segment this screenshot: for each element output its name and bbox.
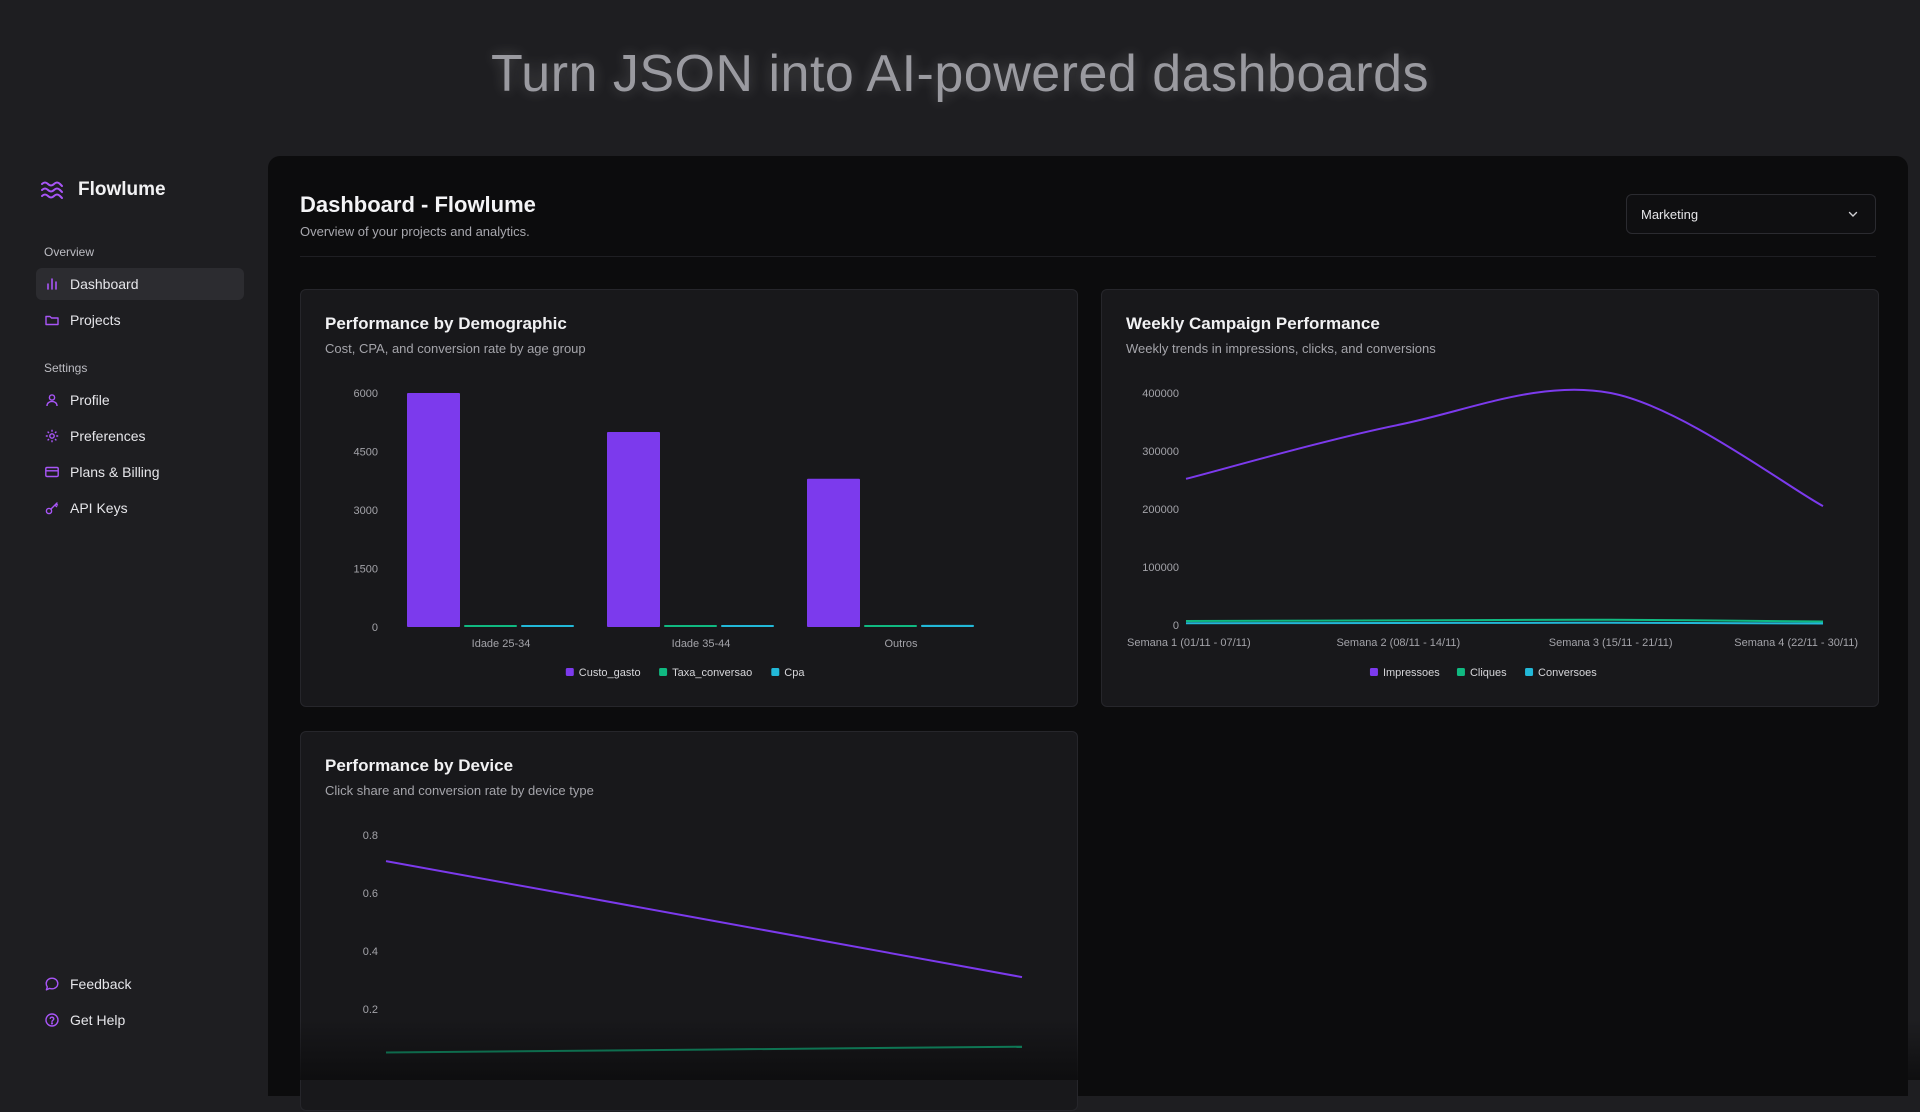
y-tick-label: 0 bbox=[1173, 620, 1179, 632]
page-title: Dashboard - Flowlume bbox=[300, 192, 536, 217]
x-tick-label: Semana 3 (15/11 - 21/11) bbox=[1549, 637, 1673, 649]
y-tick-label: 400000 bbox=[1142, 388, 1179, 400]
card-title: Performance by Demographic bbox=[325, 314, 567, 333]
series-line bbox=[1185, 621, 1824, 625]
category-select[interactable]: Marketing bbox=[1626, 194, 1876, 234]
y-tick-label: 200000 bbox=[1142, 504, 1179, 516]
card-subtitle: Cost, CPA, and conversion rate by age gr… bbox=[325, 341, 586, 356]
weekly-line-chart: 0 100000 200000 300000 400000 Semana 1 (01/11… bbox=[1127, 388, 1858, 679]
bar bbox=[807, 478, 860, 627]
y-tick-label: 0 bbox=[372, 622, 378, 634]
sidebar-item-label: Plans & Billing bbox=[70, 464, 160, 480]
series-line bbox=[385, 860, 1023, 979]
demographic-bar-chart: 0 1500 3000 4500 6000 Idade 25-34 Idade 35-44 O… bbox=[354, 388, 974, 679]
brand-name: Flowlume bbox=[78, 179, 166, 200]
waves-logo-icon bbox=[40, 178, 64, 202]
hero-banner: Turn JSON into AI-powered dashboards bbox=[0, 0, 1920, 150]
card-subtitle: Click share and conversion rate by devic… bbox=[325, 783, 594, 798]
bar bbox=[607, 432, 660, 627]
x-tick-label: Idade 35-44 bbox=[672, 638, 731, 650]
page-header: Dashboard - Flowlume Overview of your pr… bbox=[300, 192, 536, 239]
help-icon bbox=[44, 1012, 60, 1028]
y-tick-label: 1500 bbox=[354, 564, 378, 576]
brand[interactable]: Flowlume bbox=[40, 178, 166, 202]
nav-section-overview: Overview bbox=[44, 245, 95, 259]
user-icon bbox=[44, 392, 60, 408]
sidebar-item-plans-billing[interactable]: Plans & Billing bbox=[36, 456, 244, 488]
card-subtitle: Weekly trends in impressions, clicks, an… bbox=[1126, 341, 1436, 356]
message-icon bbox=[44, 976, 60, 992]
sidebar-item-label: Get Help bbox=[70, 1012, 126, 1028]
page-subtitle: Overview of your projects and analytics. bbox=[300, 224, 530, 239]
bar bbox=[521, 625, 574, 627]
sidebar-item-label: API Keys bbox=[70, 500, 128, 516]
legend-label: Custo_gasto bbox=[579, 667, 641, 679]
sidebar-item-feedback[interactable]: Feedback bbox=[36, 968, 244, 1000]
x-tick-label: Semana 4 (22/11 - 30/11) bbox=[1734, 637, 1858, 649]
sidebar-item-label: Profile bbox=[70, 392, 110, 408]
y-tick-label: 3000 bbox=[354, 505, 378, 517]
chart-card-weekly: Weekly Campaign Performance Weekly trend… bbox=[1101, 289, 1879, 707]
x-tick-label: Semana 1 (01/11 - 07/11) bbox=[1127, 637, 1251, 649]
sidebar-item-label: Preferences bbox=[70, 428, 146, 444]
legend-swatch bbox=[1456, 668, 1465, 676]
series-line bbox=[1185, 388, 1824, 507]
sidebar-item-label: Dashboard bbox=[70, 276, 139, 292]
bar bbox=[464, 625, 517, 627]
sidebar-item-label: Projects bbox=[70, 312, 121, 328]
sidebar-item-label: Feedback bbox=[70, 976, 132, 992]
legend-label: Cpa bbox=[784, 667, 805, 679]
card-title: Weekly Campaign Performance bbox=[1126, 314, 1380, 333]
card-title: Performance by Device bbox=[325, 756, 514, 775]
sidebar-item-get-help[interactable]: Get Help bbox=[36, 1004, 244, 1036]
chart-card-demographic: Performance by Demographic Cost, CPA, an… bbox=[300, 289, 1078, 707]
nav-section-settings: Settings bbox=[44, 361, 88, 375]
sidebar-item-dashboard[interactable]: Dashboard bbox=[36, 268, 244, 300]
header-divider bbox=[300, 256, 1876, 257]
bar bbox=[921, 624, 974, 627]
legend-swatch bbox=[771, 668, 780, 676]
main-panel: Dashboard - Flowlume Overview of your pr… bbox=[268, 156, 1908, 1111]
legend-swatch bbox=[659, 668, 668, 676]
y-tick-label: 6000 bbox=[354, 388, 378, 400]
y-tick-label: 4500 bbox=[354, 447, 378, 459]
y-tick-label: 0.2 bbox=[363, 1004, 378, 1016]
x-tick-label: Outros bbox=[884, 638, 918, 650]
bar bbox=[864, 625, 917, 627]
bar bbox=[407, 393, 460, 627]
gear-icon bbox=[44, 428, 60, 444]
key-icon bbox=[44, 500, 60, 516]
chevron-down-icon bbox=[1845, 206, 1861, 222]
chart-card-device: Performance by Device Click share and co… bbox=[300, 731, 1078, 1111]
sidebar-item-preferences[interactable]: Preferences bbox=[36, 420, 244, 452]
y-tick-label: 0.6 bbox=[363, 888, 378, 900]
bar-chart-icon bbox=[44, 276, 60, 292]
legend-label: Taxa_conversao bbox=[672, 667, 752, 679]
sidebar: Flowlume Overview Dashboard Projects Set… bbox=[0, 156, 268, 1080]
bar bbox=[664, 625, 717, 627]
sidebar-item-profile[interactable]: Profile bbox=[36, 384, 244, 416]
legend-swatch bbox=[1369, 668, 1378, 676]
sidebar-item-api-keys[interactable]: API Keys bbox=[36, 492, 244, 524]
legend-label: Impressoes bbox=[1383, 667, 1440, 679]
legend-swatch bbox=[1525, 668, 1534, 676]
y-tick-label: 0.4 bbox=[363, 946, 378, 958]
legend-label: Cliques bbox=[1470, 667, 1507, 679]
legend-swatch bbox=[565, 668, 574, 676]
device-line-chart: 0.2 0.4 0.6 0.8 bbox=[363, 830, 1023, 1054]
x-tick-label: Semana 2 (08/11 - 14/11) bbox=[1336, 637, 1460, 649]
sidebar-item-projects[interactable]: Projects bbox=[36, 304, 244, 336]
bar bbox=[721, 625, 774, 627]
y-tick-label: 300000 bbox=[1142, 446, 1179, 458]
folder-icon bbox=[44, 312, 60, 328]
y-tick-label: 0.8 bbox=[363, 830, 378, 842]
y-tick-label: 100000 bbox=[1142, 562, 1179, 574]
series-line bbox=[385, 1045, 1023, 1054]
credit-card-icon bbox=[44, 464, 60, 480]
series-line bbox=[1185, 618, 1824, 623]
hero-title: Turn JSON into AI-powered dashboards bbox=[490, 45, 1430, 103]
legend-label: Conversoes bbox=[1538, 667, 1597, 679]
category-select-value: Marketing bbox=[1641, 206, 1699, 222]
x-tick-label: Idade 25-34 bbox=[472, 638, 531, 650]
